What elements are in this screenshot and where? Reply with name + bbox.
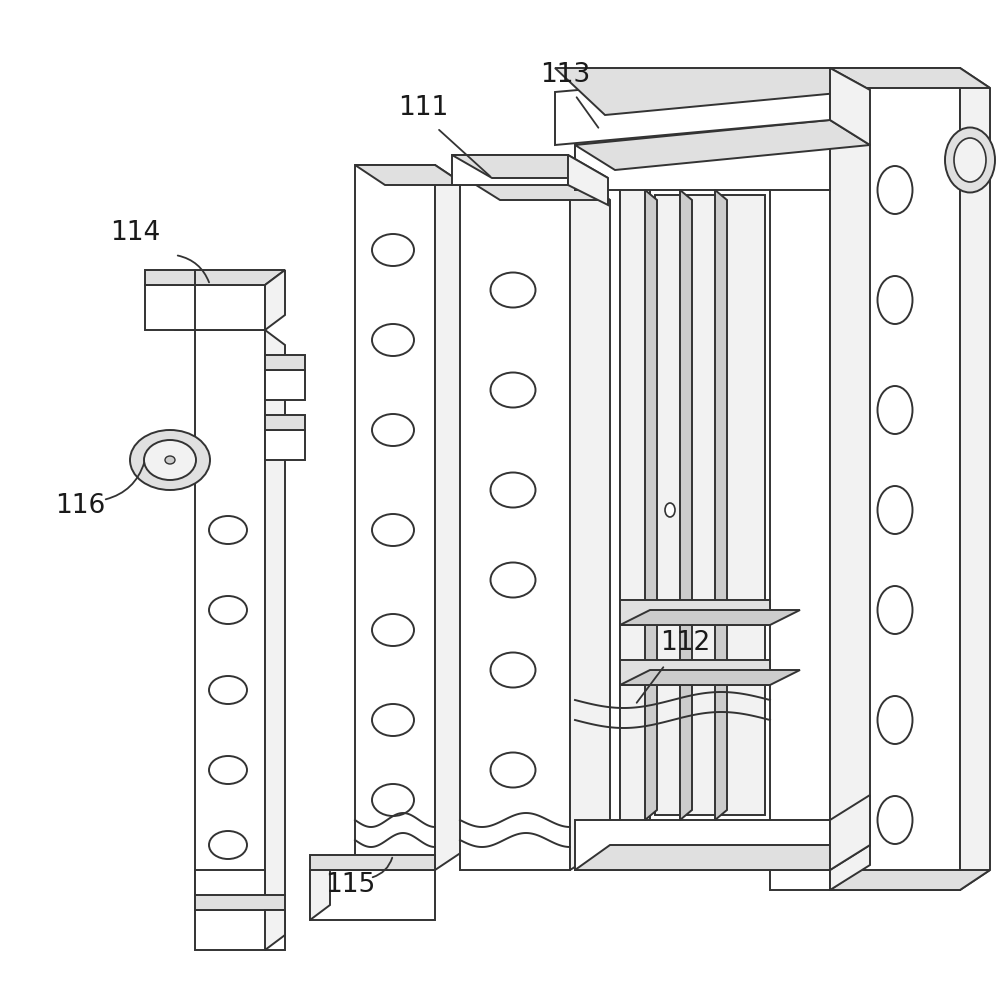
Polygon shape xyxy=(460,175,610,200)
Text: 114: 114 xyxy=(110,220,160,246)
Polygon shape xyxy=(175,270,285,285)
Polygon shape xyxy=(570,175,610,870)
Polygon shape xyxy=(310,855,330,920)
Polygon shape xyxy=(265,370,305,400)
Ellipse shape xyxy=(209,676,247,704)
Ellipse shape xyxy=(490,562,536,597)
Ellipse shape xyxy=(372,784,414,816)
Polygon shape xyxy=(355,165,435,870)
Polygon shape xyxy=(452,155,568,185)
Polygon shape xyxy=(195,910,285,950)
Polygon shape xyxy=(830,795,870,870)
Polygon shape xyxy=(620,660,770,685)
Polygon shape xyxy=(555,68,830,145)
Polygon shape xyxy=(435,165,465,870)
Ellipse shape xyxy=(878,586,912,634)
Polygon shape xyxy=(620,145,650,870)
Ellipse shape xyxy=(372,234,414,266)
Polygon shape xyxy=(715,190,727,820)
Polygon shape xyxy=(655,195,765,815)
Polygon shape xyxy=(680,190,692,820)
Ellipse shape xyxy=(878,166,912,214)
Polygon shape xyxy=(620,600,770,625)
Polygon shape xyxy=(575,145,620,870)
Polygon shape xyxy=(770,120,830,890)
Polygon shape xyxy=(830,68,960,890)
Polygon shape xyxy=(145,270,195,285)
Polygon shape xyxy=(452,155,608,178)
Polygon shape xyxy=(460,175,570,870)
Polygon shape xyxy=(310,870,435,920)
Polygon shape xyxy=(355,165,465,185)
Ellipse shape xyxy=(665,503,675,517)
Ellipse shape xyxy=(372,704,414,736)
Polygon shape xyxy=(175,285,265,330)
Polygon shape xyxy=(265,330,285,910)
Polygon shape xyxy=(195,895,285,910)
Polygon shape xyxy=(575,120,830,190)
Ellipse shape xyxy=(878,486,912,534)
Text: 112: 112 xyxy=(660,630,710,656)
Text: 111: 111 xyxy=(398,95,448,121)
Ellipse shape xyxy=(490,473,536,507)
Polygon shape xyxy=(195,330,265,910)
Ellipse shape xyxy=(130,430,210,490)
Text: 116: 116 xyxy=(55,493,105,519)
Polygon shape xyxy=(830,68,870,145)
Ellipse shape xyxy=(372,614,414,646)
Polygon shape xyxy=(620,610,800,625)
Text: 115: 115 xyxy=(325,872,375,898)
Ellipse shape xyxy=(878,796,912,844)
Polygon shape xyxy=(265,355,305,370)
Ellipse shape xyxy=(372,414,414,446)
Ellipse shape xyxy=(209,831,247,859)
Polygon shape xyxy=(145,285,195,330)
Ellipse shape xyxy=(209,516,247,544)
Ellipse shape xyxy=(165,456,175,464)
Polygon shape xyxy=(575,845,870,870)
Ellipse shape xyxy=(209,756,247,784)
Polygon shape xyxy=(265,910,285,950)
Ellipse shape xyxy=(209,596,247,624)
Ellipse shape xyxy=(954,138,986,182)
Ellipse shape xyxy=(490,753,536,788)
Polygon shape xyxy=(265,415,305,430)
Polygon shape xyxy=(960,68,990,890)
Polygon shape xyxy=(575,820,830,870)
Ellipse shape xyxy=(490,272,536,307)
Ellipse shape xyxy=(372,324,414,356)
Ellipse shape xyxy=(144,440,196,480)
Polygon shape xyxy=(310,855,435,870)
Ellipse shape xyxy=(490,652,536,688)
Polygon shape xyxy=(575,120,870,170)
Ellipse shape xyxy=(490,373,536,408)
Polygon shape xyxy=(830,68,990,88)
Ellipse shape xyxy=(878,276,912,324)
Polygon shape xyxy=(645,190,657,820)
Polygon shape xyxy=(265,270,285,330)
Polygon shape xyxy=(195,870,265,910)
Polygon shape xyxy=(555,68,870,115)
Ellipse shape xyxy=(878,386,912,434)
Polygon shape xyxy=(568,155,608,205)
Ellipse shape xyxy=(878,696,912,744)
Text: 113: 113 xyxy=(540,62,590,88)
Polygon shape xyxy=(830,120,870,890)
Polygon shape xyxy=(265,430,305,460)
Polygon shape xyxy=(620,670,800,685)
Polygon shape xyxy=(830,870,990,890)
Ellipse shape xyxy=(945,128,995,192)
Ellipse shape xyxy=(372,514,414,546)
